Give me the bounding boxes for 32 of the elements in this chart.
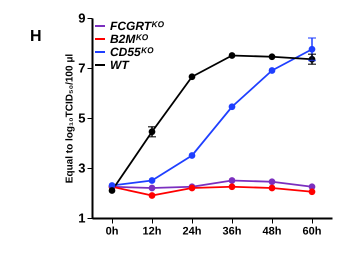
point: [228, 52, 236, 59]
point: [148, 192, 156, 199]
y-tick-label: 1: [78, 210, 86, 226]
point: [228, 103, 236, 110]
text: H: [30, 28, 42, 45]
legend-label: FCGRTᴷᴼ: [110, 19, 164, 33]
point: [188, 73, 196, 80]
y-tick-label: 9: [78, 10, 86, 26]
point: [268, 67, 276, 74]
x-tick-label: 60h: [302, 226, 322, 238]
y-tick-label: 3: [78, 160, 86, 176]
y-tick-label: 7: [78, 60, 86, 76]
point: [308, 188, 316, 196]
point: [148, 184, 156, 192]
x-tick-label: 36h: [222, 226, 242, 238]
x-tick-label: 24h: [182, 226, 202, 238]
x-tick-label: 48h: [262, 226, 282, 238]
x-tick-label: 12h: [142, 226, 162, 238]
point: [228, 183, 236, 190]
point: [108, 187, 116, 194]
x-tick-label: 0h: [106, 226, 119, 238]
point: [268, 184, 276, 192]
legend-label: CD55ᴷᴼ: [110, 45, 154, 59]
point: [148, 177, 156, 184]
point: [228, 177, 236, 184]
legend-label: WT: [110, 58, 130, 72]
legend-label: B2Mᴷᴼ: [110, 32, 148, 46]
y-axis-title: Equal to log₁₀TCID₅₀/100 μl: [64, 54, 76, 184]
point: [268, 178, 276, 186]
point: [188, 152, 196, 159]
y-tick-label: 5: [78, 110, 86, 126]
point: [268, 53, 276, 60]
